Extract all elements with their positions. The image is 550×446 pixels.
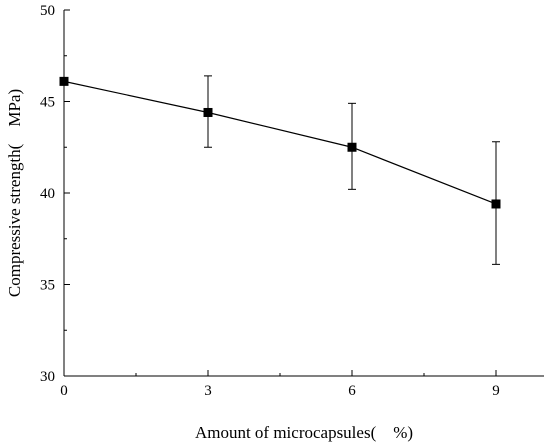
- y-axis-ticks: 30 35 40 45 50: [40, 3, 70, 385]
- x-tick-label: 0: [60, 383, 68, 399]
- x-tick-label: 9: [492, 383, 500, 399]
- x-tick-label: 6: [348, 383, 356, 399]
- x-axis-title: Amount of microcapsules( %): [195, 423, 413, 442]
- x-tick-label: 3: [204, 383, 212, 399]
- y-tick-label: 30: [40, 369, 55, 385]
- data-point: [59, 76, 69, 86]
- series-line: [63, 80, 497, 205]
- data-point: [203, 107, 213, 117]
- y-tick-label: 40: [40, 186, 55, 202]
- x-axis-ticks: 0 3 6 9: [60, 370, 500, 399]
- axes: [63, 10, 544, 377]
- data-point: [491, 199, 501, 209]
- y-tick-label: 45: [40, 95, 55, 111]
- series-group: [59, 75, 501, 265]
- y-tick-label: 35: [40, 278, 55, 294]
- y-axis-title: Compressive strength( MPa): [5, 89, 24, 297]
- y-tick-label: 50: [40, 3, 55, 19]
- data-point: [347, 142, 357, 152]
